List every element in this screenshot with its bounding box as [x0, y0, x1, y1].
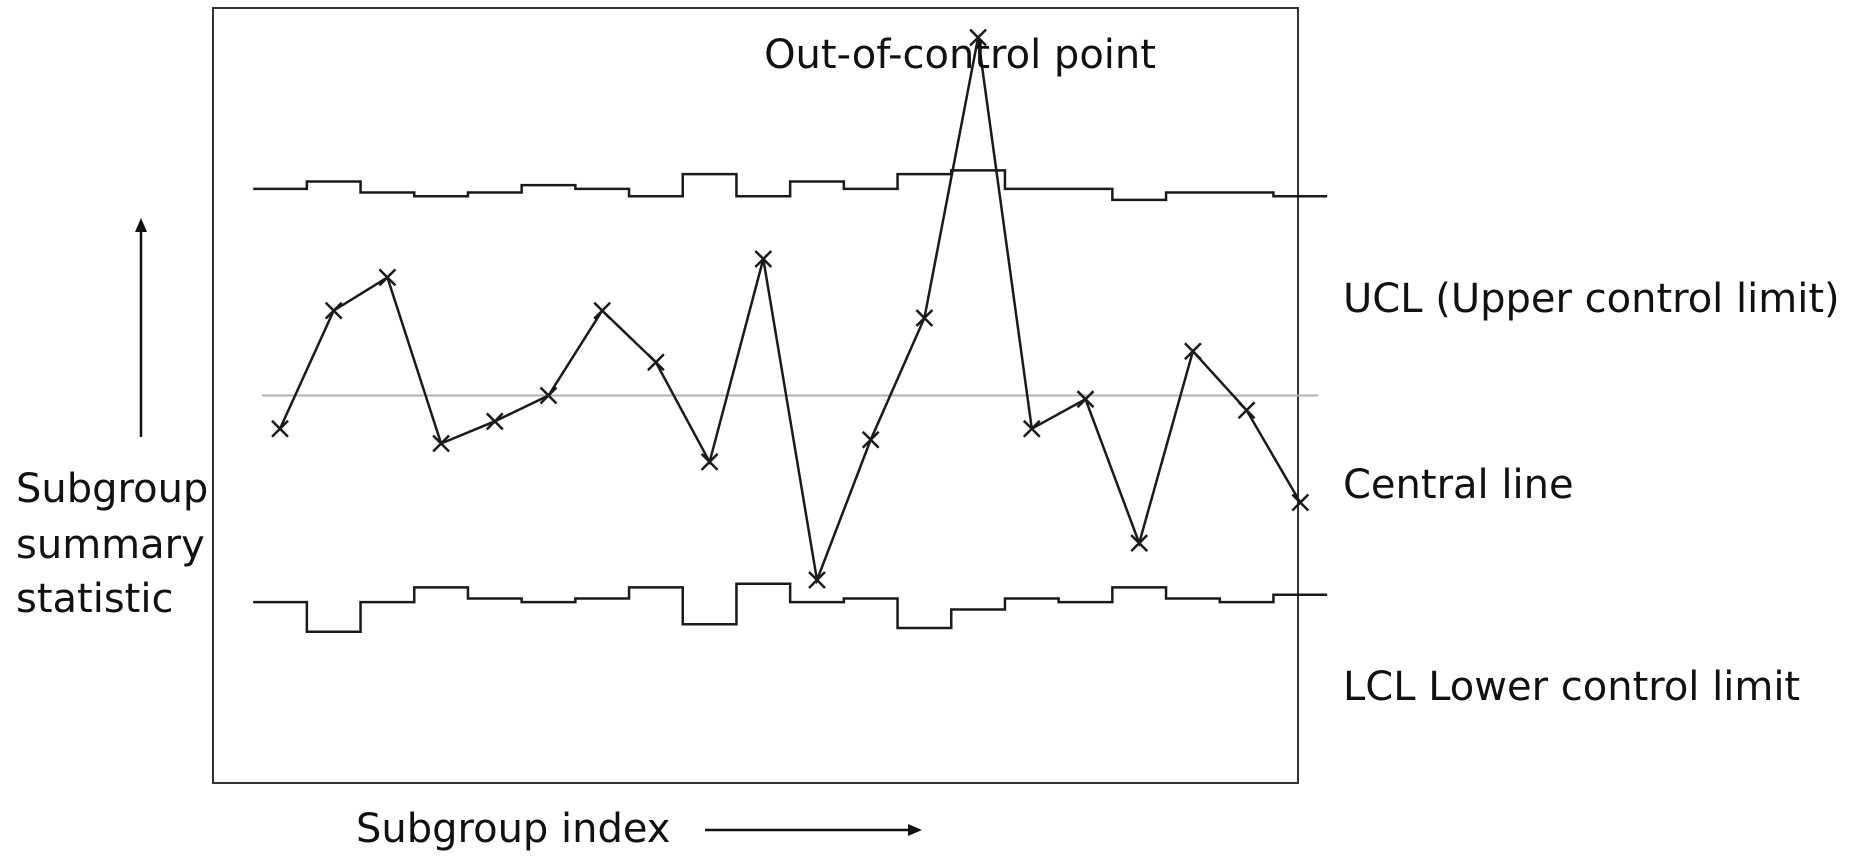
- data-point-marker: [1076, 390, 1095, 409]
- data-point-marker: [808, 571, 826, 589]
- data-point-marker: [1022, 419, 1041, 438]
- lcl-label: LCL Lower control limit: [1343, 664, 1800, 710]
- central-label: Central line: [1343, 462, 1574, 508]
- data-point-marker: [539, 386, 558, 405]
- data-point-marker: [271, 419, 289, 438]
- ucl-line: [253, 169, 1328, 202]
- data-point-marker: [754, 250, 773, 268]
- data-point-marker: [378, 268, 397, 287]
- data-markers: [271, 28, 1310, 589]
- data-line: [278, 37, 1302, 585]
- data-point-marker: [915, 309, 934, 327]
- data-point-marker: [324, 301, 343, 320]
- data-point-marker: [1130, 534, 1149, 553]
- data-point-marker: [700, 453, 719, 471]
- ucl-label: UCL (Upper control limit): [1343, 276, 1840, 322]
- data-point-marker: [647, 353, 665, 372]
- data-point-marker: [1291, 493, 1310, 512]
- data-point-marker: [1237, 401, 1256, 420]
- y-axis-label-line2: summary: [16, 522, 205, 568]
- data-point-marker: [485, 412, 504, 431]
- annotation-label: Out-of-control point: [764, 32, 1156, 78]
- data-point-marker: [593, 301, 612, 320]
- lcl-line: [253, 582, 1328, 633]
- data-point-marker: [1184, 342, 1202, 361]
- y-direction-arrow: [135, 218, 147, 437]
- data-point-marker: [969, 28, 987, 47]
- data-point-marker: [861, 430, 880, 449]
- y-axis-label-line1: Subgroup: [16, 466, 208, 512]
- x-axis-label: Subgroup index: [356, 806, 670, 852]
- x-direction-arrow: [705, 824, 922, 836]
- data-point-marker: [432, 434, 450, 453]
- y-axis-label-line3: statistic: [16, 576, 173, 622]
